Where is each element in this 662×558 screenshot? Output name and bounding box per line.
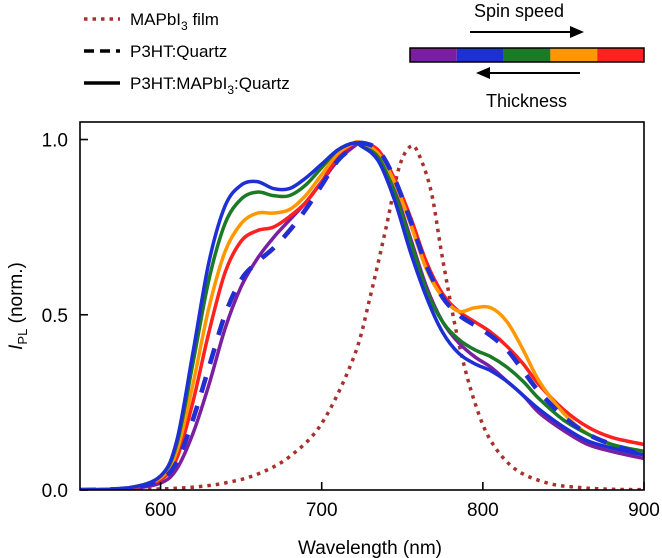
spin-speed-label: Spin speed bbox=[474, 1, 564, 21]
color-bar bbox=[409, 47, 645, 63]
legend: MAPbI3 film P3HT:Quartz P3HT:MAPbI3:Quar… bbox=[84, 10, 290, 97]
series-line-7-dashed bbox=[80, 140, 644, 490]
x-tick-label-600: 600 bbox=[145, 500, 177, 521]
series-line-4-solid bbox=[80, 139, 644, 490]
series-line-6-solid bbox=[80, 141, 644, 490]
plot-frame bbox=[79, 121, 645, 491]
color-bar-key: Spin speed Thickness bbox=[409, 1, 645, 111]
series-line-5-solid bbox=[80, 141, 644, 490]
series-line-0-dotted bbox=[80, 143, 644, 490]
thickness-arrowhead bbox=[476, 67, 490, 79]
series-line-2-solid bbox=[80, 140, 644, 490]
x-tick-label-700: 700 bbox=[306, 500, 338, 521]
color-bar-segment-1 bbox=[456, 48, 504, 62]
color-bar-segment-4 bbox=[597, 48, 644, 62]
x-axis-title: Wavelength (nm) bbox=[298, 538, 442, 558]
x-tick-label-800: 800 bbox=[467, 500, 499, 521]
y-axis-title: IPL (norm.) bbox=[6, 262, 30, 350]
series-line-1-dashed bbox=[80, 140, 644, 490]
series-layer bbox=[80, 139, 644, 490]
x-tick-label-900: 900 bbox=[628, 500, 660, 521]
legend-label-mapbi3-film: MAPbI3 film bbox=[130, 10, 219, 33]
spin-speed-arrowhead bbox=[570, 26, 584, 38]
thickness-label: Thickness bbox=[486, 91, 567, 111]
y-tick-label-0: 0.0 bbox=[42, 481, 68, 502]
legend-label-p3ht-mapbi3-quartz: P3HT:MAPbI3:Quartz bbox=[130, 74, 290, 97]
series-line-3-solid bbox=[80, 139, 644, 490]
color-bar-border bbox=[409, 47, 645, 63]
y-tick-label-1: 0.5 bbox=[42, 306, 68, 327]
legend-label-p3ht-quartz: P3HT:Quartz bbox=[130, 42, 227, 61]
color-bar-segment-2 bbox=[503, 48, 551, 62]
axis-ticks: 600 700 800 900 0.0 0.5 1.0 bbox=[42, 131, 660, 521]
y-tick-label-2: 1.0 bbox=[42, 131, 68, 152]
color-bar-segment-0 bbox=[410, 48, 457, 62]
color-bar-segment-3 bbox=[550, 48, 598, 62]
